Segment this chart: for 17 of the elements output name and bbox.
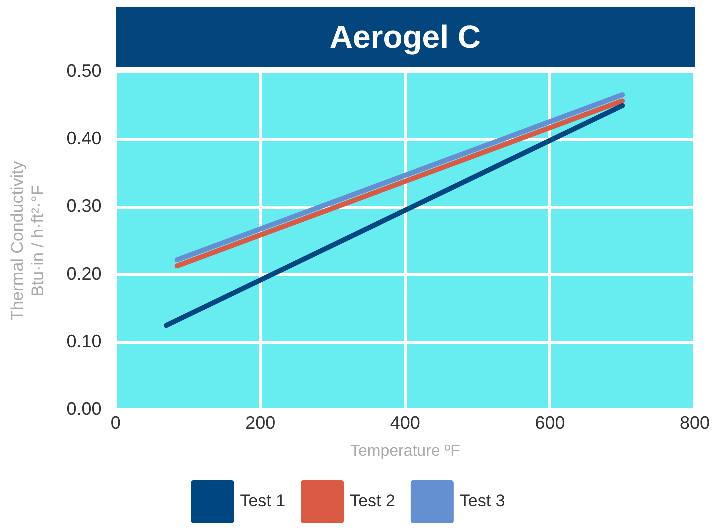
y-tick-label: 0.00 [66,399,102,420]
legend-label: Test 3 [460,492,506,511]
chart-title: Aerogel C [116,7,695,67]
x-tick-label: 400 [390,412,420,433]
y-axis-title: Thermal Conductivity Btu·in / h·ft²·°F [8,160,48,321]
legend-label: Test 2 [350,492,396,511]
x-axis-title: Temperature ºF [350,442,461,460]
x-tick-label: 800 [680,412,710,433]
x-tick-label: 200 [246,412,276,433]
y-tick-label: 0.10 [66,332,102,352]
y-tick-label: 0.20 [66,264,102,284]
y-tick-label: 0.50 [66,60,102,81]
legend-label: Test 1 [240,492,286,511]
y-tick-label: 0.40 [66,128,102,149]
x-tick-label: 600 [535,412,566,433]
y-tick-label: 0.30 [66,196,102,216]
x-tick-label: 0 [110,412,121,433]
